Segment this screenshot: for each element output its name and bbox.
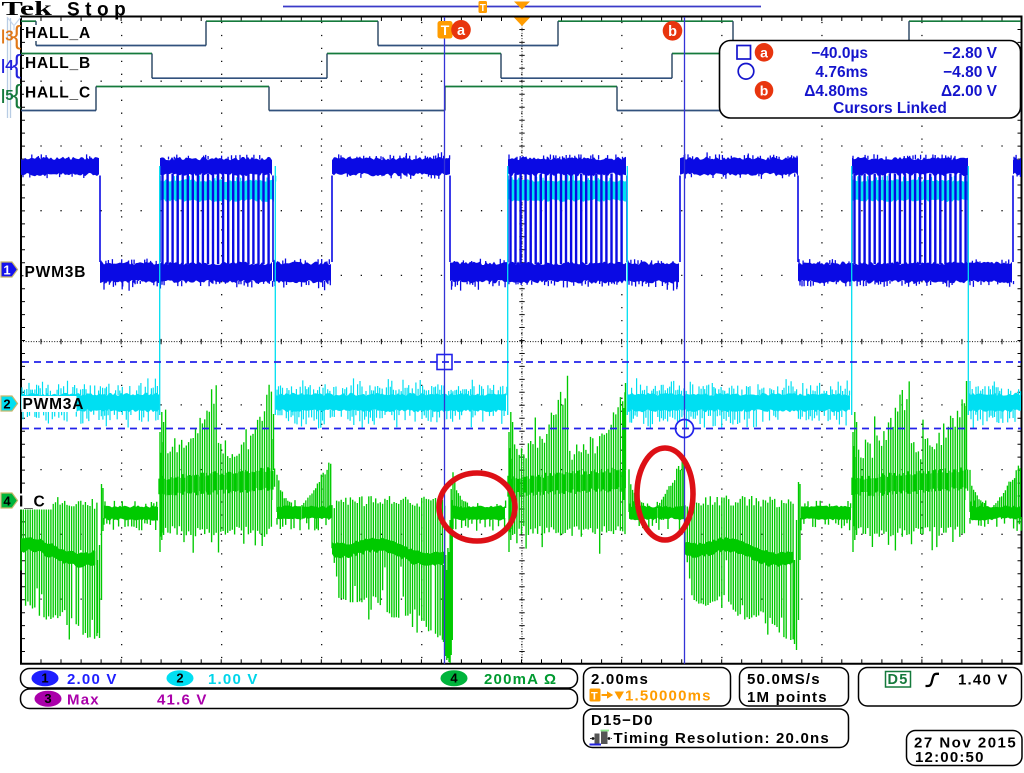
svg-text:PWM3A: PWM3A	[23, 396, 85, 413]
svg-text:T: T	[441, 22, 450, 38]
svg-text:|4: |4	[1, 57, 14, 74]
svg-text:−40.0µs: −40.0µs	[811, 45, 868, 62]
svg-text:T: T	[480, 3, 486, 14]
svg-text:D15−D0: D15−D0	[591, 712, 654, 729]
svg-text:HALL_C: HALL_C	[25, 85, 91, 102]
svg-text:1: 1	[3, 263, 10, 278]
svg-text:12:00:50: 12:00:50	[915, 749, 985, 766]
svg-text:Cursors Linked: Cursors Linked	[833, 100, 947, 117]
svg-text:4: 4	[3, 494, 11, 509]
svg-text:Max: Max	[67, 692, 100, 709]
svg-text:a: a	[760, 45, 768, 61]
svg-text:2.00 V: 2.00 V	[67, 671, 118, 688]
svg-text:41.6 V: 41.6 V	[157, 692, 208, 709]
svg-text:1.50000ms: 1.50000ms	[625, 688, 712, 705]
svg-text:−4.80 V: −4.80 V	[943, 64, 998, 81]
svg-text:HALL_B: HALL_B	[25, 55, 91, 72]
svg-text:1: 1	[41, 671, 48, 686]
svg-text:{: {	[13, 79, 22, 109]
svg-text:27 Nov 2015: 27 Nov 2015	[914, 735, 1017, 752]
svg-text:200mA Ω: 200mA Ω	[484, 671, 557, 688]
svg-text:|3: |3	[1, 28, 14, 45]
svg-text:2.00ms: 2.00ms	[591, 671, 649, 688]
svg-text:D5: D5	[888, 672, 909, 688]
svg-text:a: a	[457, 23, 466, 39]
svg-text:50.0MS/s: 50.0MS/s	[747, 671, 821, 688]
svg-text:HALL_A: HALL_A	[25, 25, 91, 42]
svg-text:Δ2.00 V: Δ2.00 V	[941, 83, 998, 100]
svg-text:Timing Resolution: 20.0ns: Timing Resolution: 20.0ns	[614, 730, 830, 747]
svg-text:|5: |5	[1, 87, 14, 104]
svg-text:b: b	[668, 24, 677, 40]
svg-text:4: 4	[450, 671, 458, 686]
svg-text:1.40 V: 1.40 V	[958, 672, 1009, 689]
svg-text:Tek: Tek	[2, 0, 53, 20]
svg-text:{: {	[13, 20, 22, 50]
svg-text:2: 2	[3, 397, 10, 412]
svg-text:b: b	[760, 83, 769, 99]
svg-text:−2.80 V: −2.80 V	[943, 45, 998, 62]
svg-text:{: {	[13, 49, 22, 79]
svg-text:I_C: I_C	[19, 494, 46, 511]
svg-text:PWM3B: PWM3B	[25, 264, 87, 281]
svg-text:T: T	[591, 691, 599, 703]
svg-text:3: 3	[44, 691, 51, 706]
svg-text:4.76ms: 4.76ms	[815, 64, 868, 81]
svg-text:1.00 V: 1.00 V	[208, 671, 259, 688]
svg-text:Stop: Stop	[67, 0, 131, 21]
svg-text:Δ4.80ms: Δ4.80ms	[804, 83, 868, 100]
svg-text:2: 2	[176, 671, 183, 686]
svg-text:1M points: 1M points	[747, 689, 828, 706]
